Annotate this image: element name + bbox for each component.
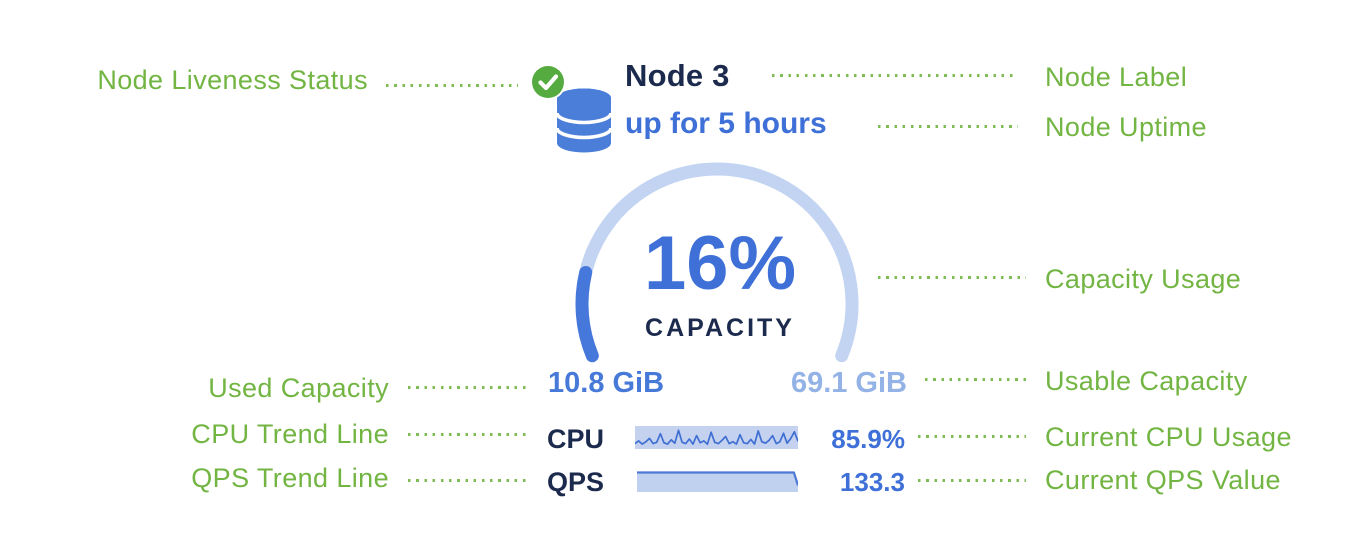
leader-used-capacity: [408, 386, 528, 389]
cpu-sparkline-path: [635, 429, 798, 445]
capacity-gauge: [575, 162, 859, 363]
leader-node-uptime: [878, 125, 1018, 128]
leader-current-cpu-usage: [918, 435, 1026, 438]
annotation-node-liveness-status: Node Liveness Status: [97, 65, 368, 95]
annotation-node-uptime: Node Uptime: [1045, 112, 1207, 142]
annotation-node-label: Node Label: [1045, 62, 1188, 92]
database-icon: [555, 88, 613, 153]
leader-node-liveness-status: [386, 84, 518, 87]
leader-current-qps-value: [918, 479, 1026, 482]
gauge-fill-arc: [575, 266, 599, 363]
leader-usable-capacity: [925, 378, 1030, 381]
leader-qps-trend-line: [408, 479, 528, 482]
capacity-usage-percent: 16%: [643, 221, 797, 306]
usable-capacity-value: 69.1 GiB: [790, 367, 907, 399]
qps-sparkline-line: [637, 471, 798, 486]
annotation-current-cpu-usage: Current CPU Usage: [1045, 422, 1292, 452]
annotation-usable-capacity: Usable Capacity: [1045, 366, 1248, 396]
annotation-qps-trend-line: QPS Trend Line: [191, 463, 389, 493]
annotation-cpu-trend-line: CPU Trend Line: [191, 419, 389, 449]
node-liveness-check-icon: [530, 64, 566, 100]
qps-label: QPS: [547, 467, 605, 497]
used-capacity-value: 10.8 GiB: [548, 367, 665, 399]
annotation-capacity-usage: Capacity Usage: [1045, 264, 1242, 294]
cpu-usage-value: 85.9%: [831, 424, 905, 454]
qps-sparkline-area: [637, 472, 798, 492]
qps-trend-sparkline: [637, 471, 798, 492]
annotation-current-qps-value: Current QPS Value: [1045, 465, 1281, 495]
annotation-used-capacity: Used Capacity: [208, 373, 389, 403]
capacity-values-row: 10.8 GiB 69.1 GiB: [548, 367, 907, 400]
leader-capacity-usage: [878, 276, 1026, 279]
cpu-label: CPU: [547, 424, 605, 454]
node-label: Node 3: [625, 58, 730, 93]
leader-node-label: [772, 74, 1014, 77]
capacity-caption: CAPACITY: [645, 314, 795, 342]
leader-cpu-trend-line: [408, 433, 528, 436]
node-uptime: up for 5 hours: [625, 107, 827, 140]
cpu-trend-sparkline: [635, 426, 798, 449]
qps-value: 133.3: [839, 467, 905, 497]
